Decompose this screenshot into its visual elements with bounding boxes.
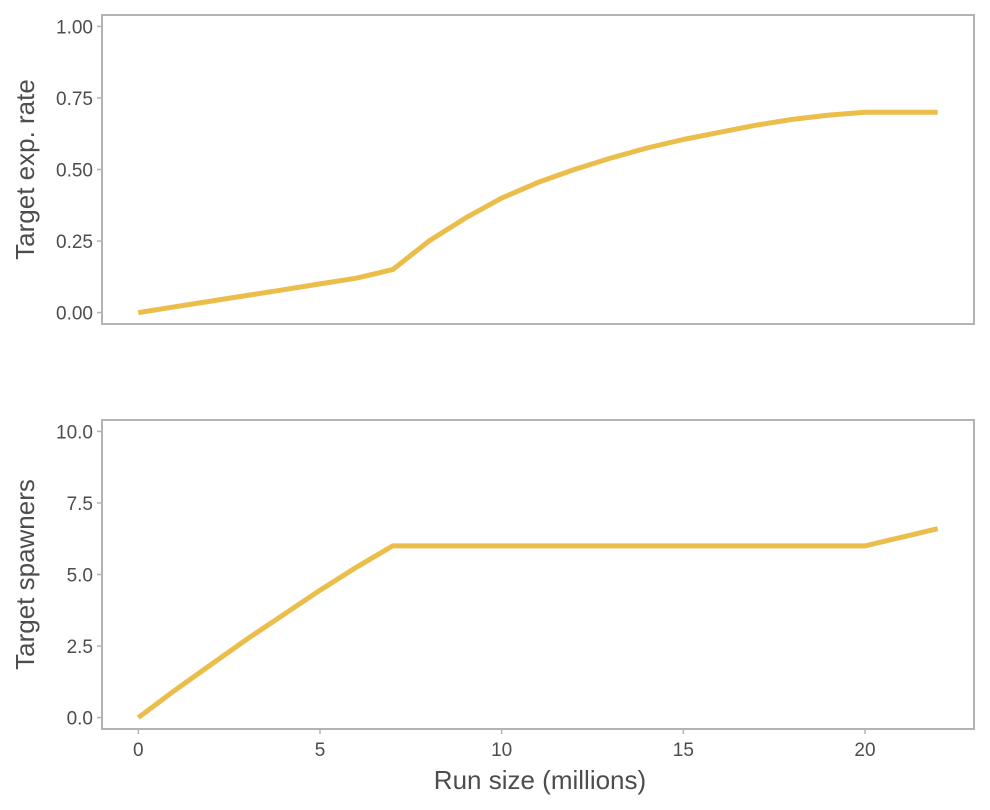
panel-frame <box>101 419 975 730</box>
x-axis-title: Run size (millions) <box>434 765 646 795</box>
y-tick-label: 10.0 <box>56 422 93 443</box>
x-tick-label: 10 <box>491 740 512 761</box>
y-tick-label: 2.5 <box>67 637 93 658</box>
x-tick-label: 20 <box>854 740 875 761</box>
y-tick-label: 0.00 <box>56 304 93 325</box>
y-tick-label: 1.00 <box>56 17 93 38</box>
y-tick-label: 0.0 <box>67 709 93 730</box>
x-tick-label: 15 <box>673 740 694 761</box>
panel-2: 0.0 2.5 5.0 7.5 10.0 0 5 10 15 20 Target spawners R… <box>10 419 975 795</box>
y-tick-label: 7.5 <box>67 494 93 515</box>
y-tick-label: 5.0 <box>67 566 93 587</box>
panel-frame <box>101 14 975 325</box>
x-tick-label: 0 <box>133 740 144 761</box>
y-tick-label: 0.25 <box>56 232 93 253</box>
y-axis-title: Target spawners <box>10 479 40 670</box>
series-line-1 <box>136 526 939 720</box>
panel-1: 0.00 0.25 0.50 0.75 1.00 Target exp. rate <box>10 14 975 325</box>
y-tick-label: 0.75 <box>56 89 93 110</box>
y-tick-label: 0.50 <box>56 161 93 182</box>
series-line-1 <box>137 109 938 316</box>
x-tick-label: 5 <box>315 740 326 761</box>
y-axis-title: Target exp. rate <box>10 79 40 260</box>
